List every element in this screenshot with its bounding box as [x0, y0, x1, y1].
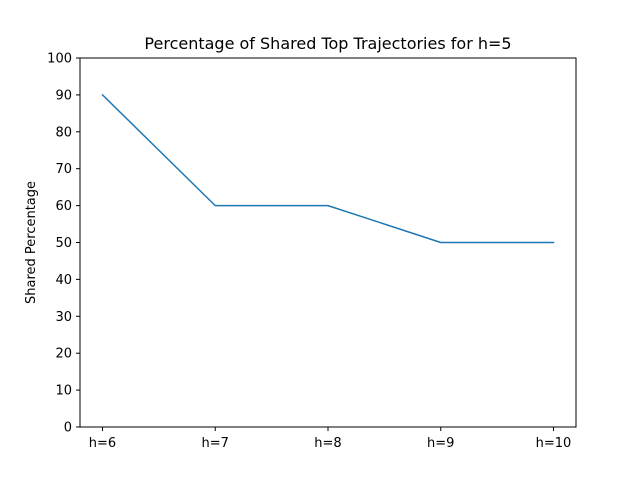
chart-title: Percentage of Shared Top Trajectories fo…: [144, 34, 511, 53]
y-tick-label: 100: [47, 52, 72, 67]
x-tick-label: h=7: [202, 436, 229, 451]
plot-area: 0 10 20 30 40 50 60 70 80 90 100 h=6 h=7 h=8 h=9 h=10: [47, 52, 577, 451]
y-tick-label: 90: [55, 88, 72, 103]
series-line: [101, 93, 555, 244]
x-tick-label: h=8: [314, 436, 341, 451]
y-tick-label: 50: [55, 236, 72, 251]
y-tick-label: 20: [55, 347, 72, 362]
y-tick-label: 40: [55, 273, 72, 288]
x-tick-label: h=6: [89, 436, 116, 451]
y-tick-label: 10: [55, 384, 72, 399]
y-tick-label: 80: [55, 125, 72, 140]
x-tick-label: h=10: [536, 436, 572, 451]
x-tick-label: h=9: [427, 436, 454, 451]
y-tick-label: 70: [55, 162, 72, 177]
y-tick-label: 30: [55, 310, 72, 325]
y-tick-label: 60: [55, 199, 72, 214]
y-axis-title: Shared Percentage: [24, 181, 39, 304]
y-tick-label: 0: [64, 421, 72, 436]
